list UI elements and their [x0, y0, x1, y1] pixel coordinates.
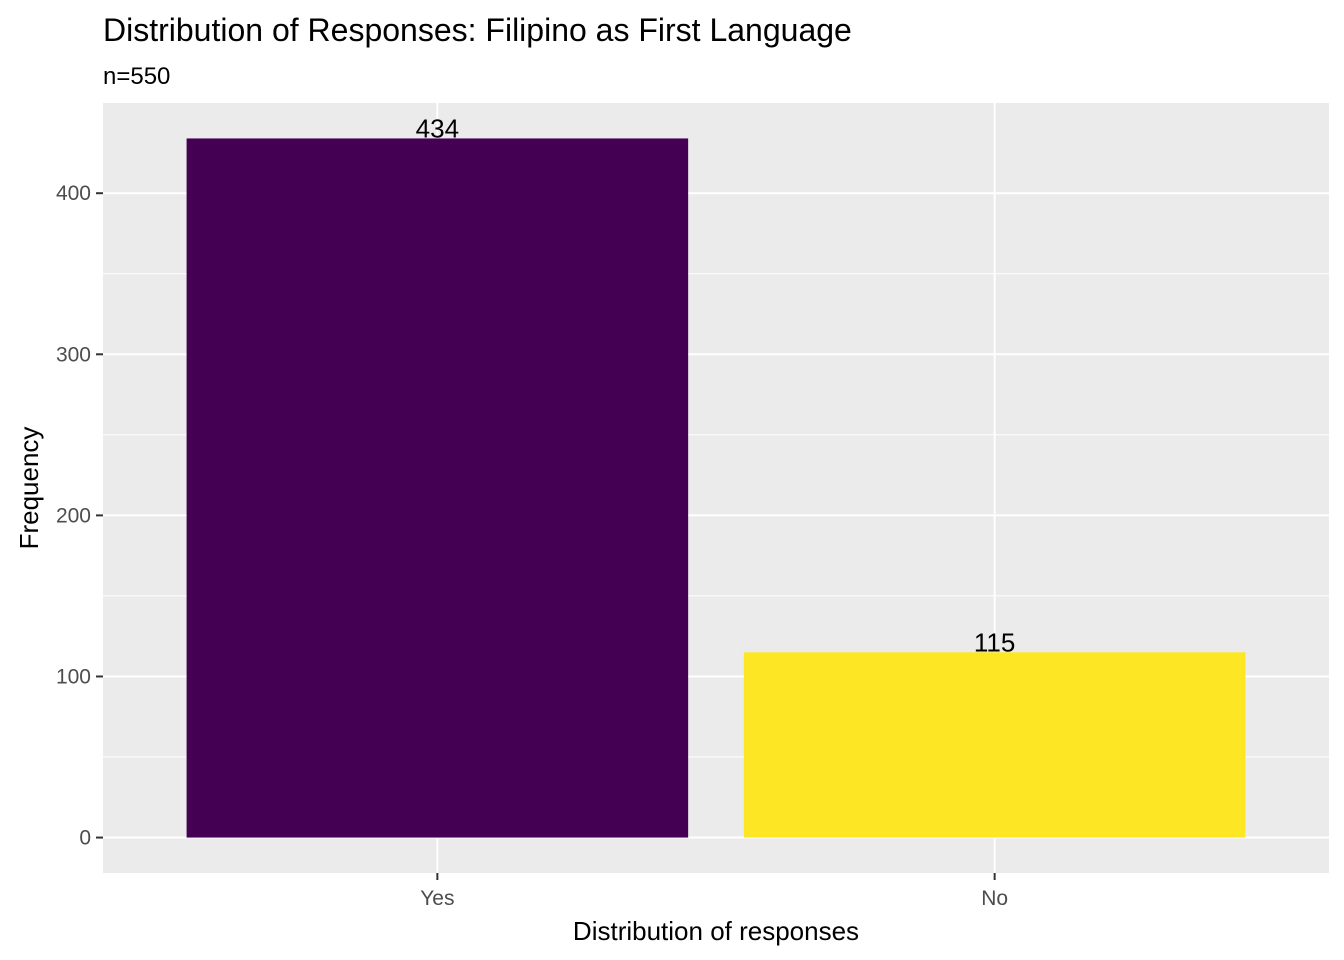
- data-label-no: 115: [974, 627, 1015, 657]
- x-tick-label: No: [981, 887, 1008, 910]
- value-labels: 434 115: [416, 113, 1016, 657]
- y-tick-label: 200: [56, 504, 91, 527]
- y-axis-title: Frequency: [14, 427, 44, 550]
- chart-subtitle: n=550: [103, 63, 170, 90]
- bar-yes: [186, 138, 689, 838]
- y-axis: 0 100 200 300 400: [56, 182, 103, 850]
- bar-no: [743, 652, 1246, 838]
- x-tick-label: Yes: [420, 887, 454, 910]
- bars: [186, 138, 1246, 838]
- y-tick-label: 300: [56, 343, 91, 366]
- y-tick-label: 400: [56, 182, 91, 205]
- data-label-yes: 434: [416, 113, 459, 143]
- x-axis: Yes No: [420, 873, 1008, 910]
- y-tick-label: 0: [79, 827, 91, 850]
- chart-title: Distribution of Responses: Filipino as F…: [103, 12, 852, 48]
- y-tick-label: 100: [56, 665, 91, 688]
- x-axis-title: Distribution of responses: [573, 916, 859, 946]
